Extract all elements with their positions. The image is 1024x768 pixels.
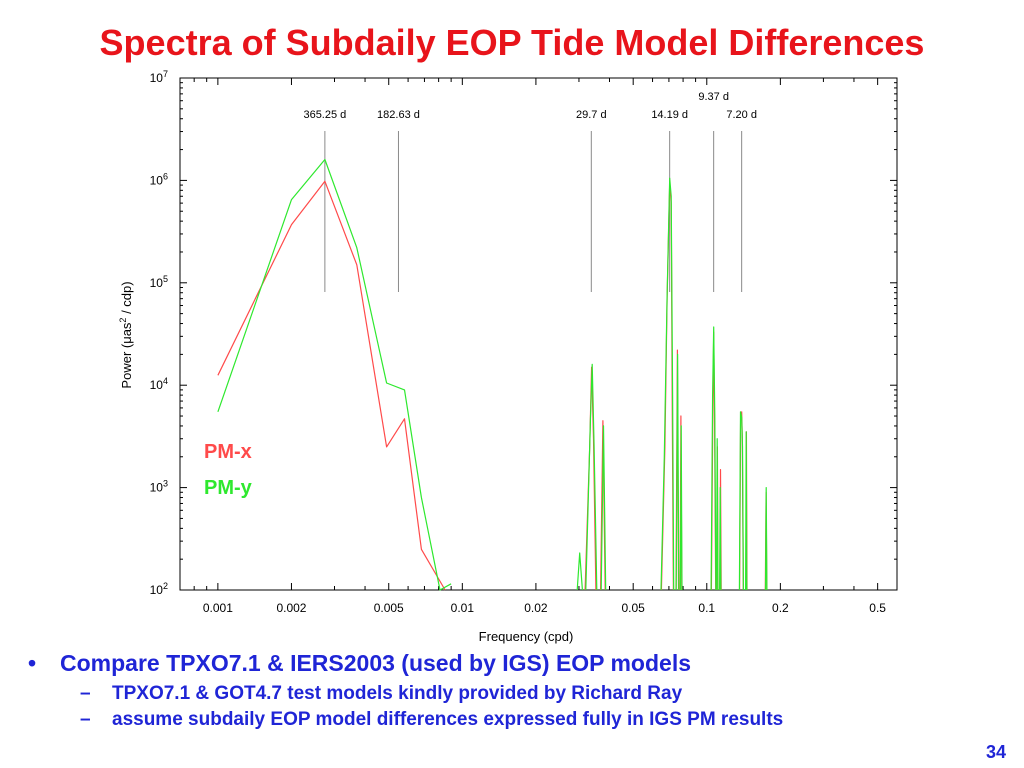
sub-bullet-item: – assume subdaily EOP model differences … [80, 709, 988, 731]
series-line-pm-y [585, 363, 598, 591]
sub-bullet-item: – TPXO7.1 & GOT4.7 test models kindly pr… [80, 683, 988, 705]
x-axis-label: Frequency (cpd) [479, 629, 574, 644]
series-line-pm-y [660, 177, 675, 591]
legend-item: PM-y [204, 477, 253, 499]
legend-item: PM-x [204, 441, 252, 463]
period-marker-label: 182.63 d [377, 109, 420, 121]
x-tick-label: 0.5 [869, 601, 886, 615]
period-marker-label: 29.7 d [576, 109, 607, 121]
x-tick-label: 0.001 [203, 601, 233, 615]
series-lines [217, 158, 768, 591]
period-marker-label: 7.20 d [726, 109, 757, 121]
x-tick-label: 0.2 [772, 601, 789, 615]
x-tick-label: 0.02 [524, 601, 548, 615]
y-tick-label: 106 [150, 171, 168, 187]
y-tick-label: 105 [150, 274, 168, 290]
y-axis: 102 103 104 105 106 107 [150, 69, 897, 597]
x-tick-label: 0.05 [622, 601, 646, 615]
series-line-pm-y [718, 487, 722, 591]
series-line-pm-y [675, 353, 680, 591]
slide-title: Spectra of Subdaily EOP Tide Model Diffe… [99, 22, 925, 63]
series-line-pm-y [738, 411, 745, 591]
y-tick-label: 107 [150, 69, 168, 85]
plot-frame [179, 77, 898, 591]
x-tick-label: 0.002 [276, 601, 306, 615]
x-tick-label: 0.1 [698, 601, 715, 615]
series-line-pm-y [764, 487, 768, 591]
period-markers: 365.25 d 182.63 d 29.7 d 14.19 d 9.37 d 7.20 … [303, 91, 757, 292]
sub-bullet-marker: – [80, 683, 91, 704]
series-line-pm-y [679, 425, 683, 591]
plot-border [179, 77, 898, 591]
bullet-list: • Compare TPXO7.1 & IERS2003 (used by IG… [28, 650, 988, 731]
period-marker-label: 9.37 d [698, 91, 729, 103]
y-axis-label: Power (μas2 / cdp) [118, 281, 134, 388]
bullet-marker: • [28, 650, 37, 676]
series-line-pm-y [217, 158, 452, 591]
sub-bullet-marker: – [80, 709, 91, 730]
y-tick-label: 102 [150, 581, 168, 597]
series-line-pm-y [576, 552, 583, 591]
series-line-pm-y [710, 326, 717, 591]
series-line-pm-y [600, 425, 607, 591]
y-tick-label: 103 [150, 479, 168, 495]
sub-bullet-text: TPXO7.1 & GOT4.7 test models kindly prov… [112, 683, 683, 704]
legend: PM-x PM-y [204, 441, 253, 499]
x-axis: 0.001 0.002 0.005 0.01 0.02 0.05 0.1 0.2 0.5 [193, 78, 886, 615]
y-tick-label: 104 [150, 376, 168, 392]
series-line-pm-y [744, 431, 748, 591]
bullet-item: • Compare TPXO7.1 & IERS2003 (used by IG… [28, 650, 988, 677]
page-number: 34 [985, 742, 1006, 762]
series-line-pm-x [217, 180, 446, 591]
x-tick-label: 0.005 [374, 601, 404, 615]
series-line-pm-y [715, 438, 719, 591]
x-tick-label: 0.01 [451, 601, 475, 615]
period-marker-label: 14.19 d [651, 109, 688, 121]
period-marker-label: 365.25 d [303, 109, 346, 121]
bullet-text: Compare TPXO7.1 & IERS2003 (used by IGS)… [60, 650, 692, 676]
sub-bullet-text: assume subdaily EOP model differences ex… [112, 709, 784, 730]
